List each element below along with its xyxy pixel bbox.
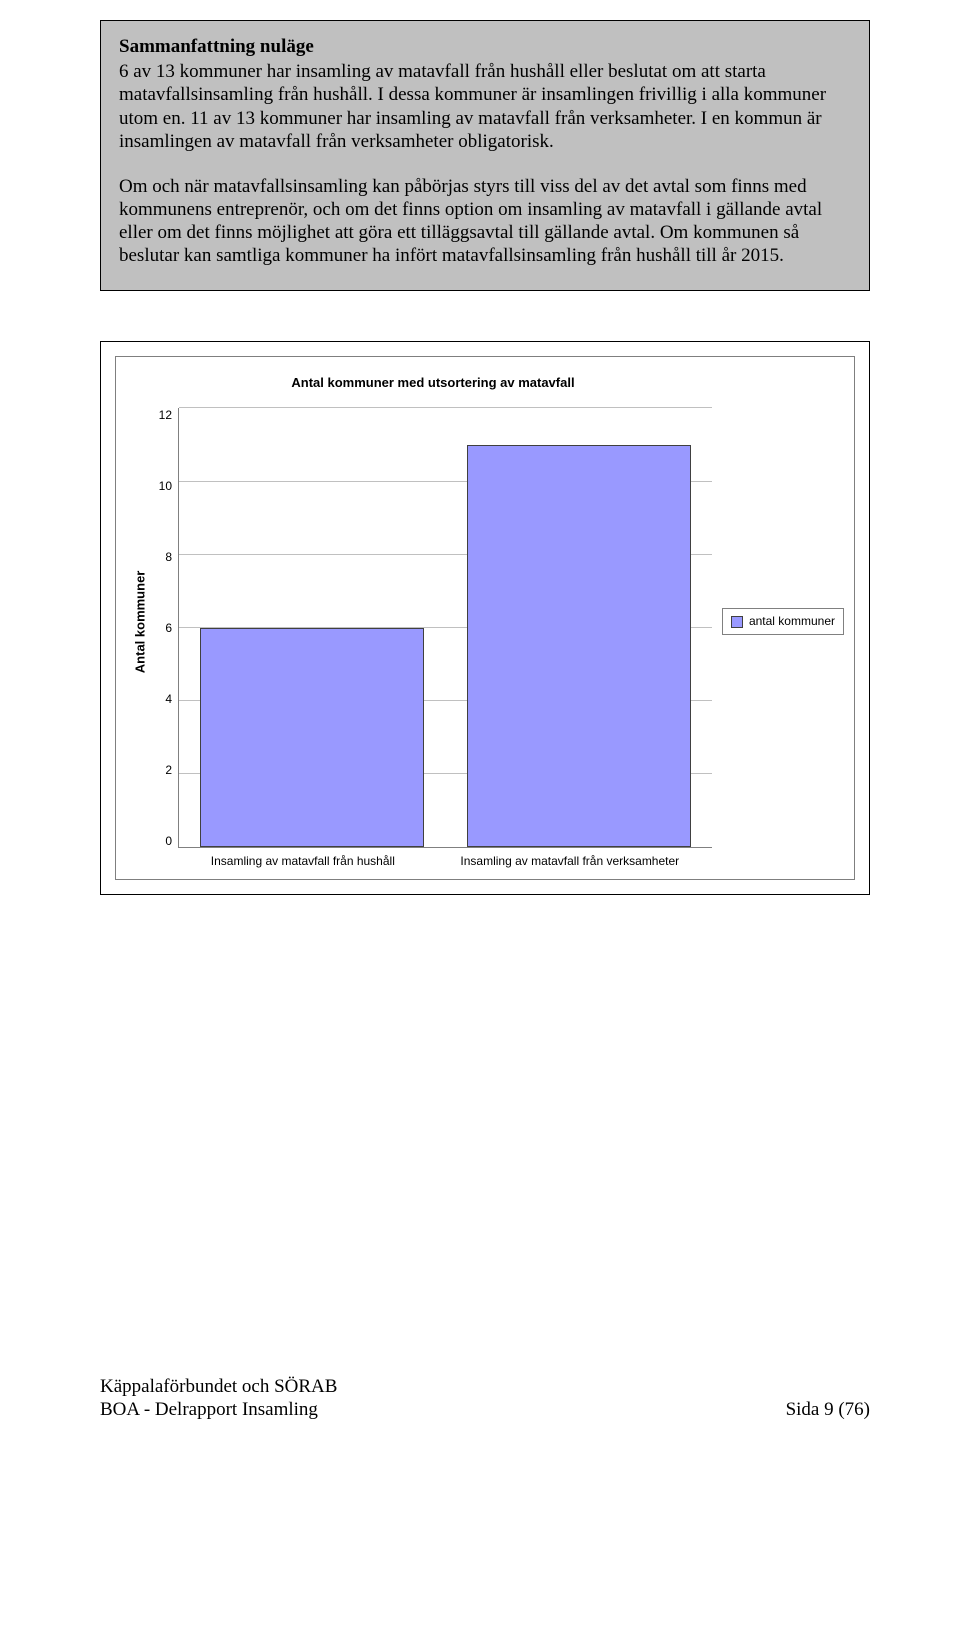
y-tick: 12 — [154, 408, 172, 422]
plot-with-title: Antal kommuner med utsortering av matavf… — [154, 375, 712, 869]
xlabel-spacer — [154, 854, 178, 869]
chart-inner-frame: Antal kommuner Antal kommuner med utsort… — [115, 356, 855, 880]
bar — [467, 445, 691, 847]
bar — [200, 628, 424, 848]
x-tick-label: Insamling av matavfall från verksamheter — [460, 854, 679, 869]
legend: antal kommuner — [722, 608, 844, 635]
footer-left-line-2: BOA - Delrapport Insamling — [100, 1398, 337, 1421]
plot-row: 12 10 8 6 4 2 0 — [154, 408, 712, 848]
footer-left-line-1: Käppalaförbundet och SÖRAB — [100, 1375, 337, 1398]
bars-container — [179, 408, 712, 847]
x-tick-label: Insamling av matavfall från hushåll — [211, 854, 395, 869]
plot-area — [178, 408, 712, 848]
chart-title: Antal kommuner med utsortering av matavf… — [154, 375, 712, 391]
legend-label: antal kommuner — [749, 614, 835, 629]
page: Sammanfattning nuläge 6 av 13 kommuner h… — [0, 0, 960, 1461]
y-tick: 10 — [154, 479, 172, 493]
summary-paragraph-2: Om och när matavfallsinsamling kan påbör… — [119, 175, 851, 268]
legend-swatch — [731, 616, 743, 628]
footer-right: Sida 9 (76) — [786, 1398, 870, 1421]
summary-box: Sammanfattning nuläge 6 av 13 kommuner h… — [100, 20, 870, 291]
chart-outer-frame: Antal kommuner Antal kommuner med utsort… — [100, 341, 870, 895]
footer-left: Käppalaförbundet och SÖRAB BOA - Delrapp… — [100, 1375, 337, 1421]
x-labels-row: Insamling av matavfall från hushåll Insam… — [154, 854, 712, 869]
y-tick: 6 — [154, 621, 172, 635]
y-axis-label: Antal kommuner — [132, 571, 148, 674]
ylabel-wrap: Antal kommuner — [126, 375, 154, 869]
chart-left: Antal kommuner Antal kommuner med utsort… — [126, 375, 712, 869]
y-tick: 4 — [154, 692, 172, 706]
y-tick-labels: 121086420 — [154, 415, 178, 855]
page-footer: Käppalaförbundet och SÖRAB BOA - Delrapp… — [100, 1375, 870, 1421]
y-tick: 0 — [154, 834, 172, 848]
y-tick: 2 — [154, 763, 172, 777]
y-tick: 8 — [154, 550, 172, 564]
summary-paragraph-1: 6 av 13 kommuner har insamling av matavf… — [119, 60, 851, 153]
summary-title: Sammanfattning nuläge — [119, 35, 851, 58]
x-tick-labels: Insamling av matavfall från hushåll Insam… — [178, 854, 712, 869]
